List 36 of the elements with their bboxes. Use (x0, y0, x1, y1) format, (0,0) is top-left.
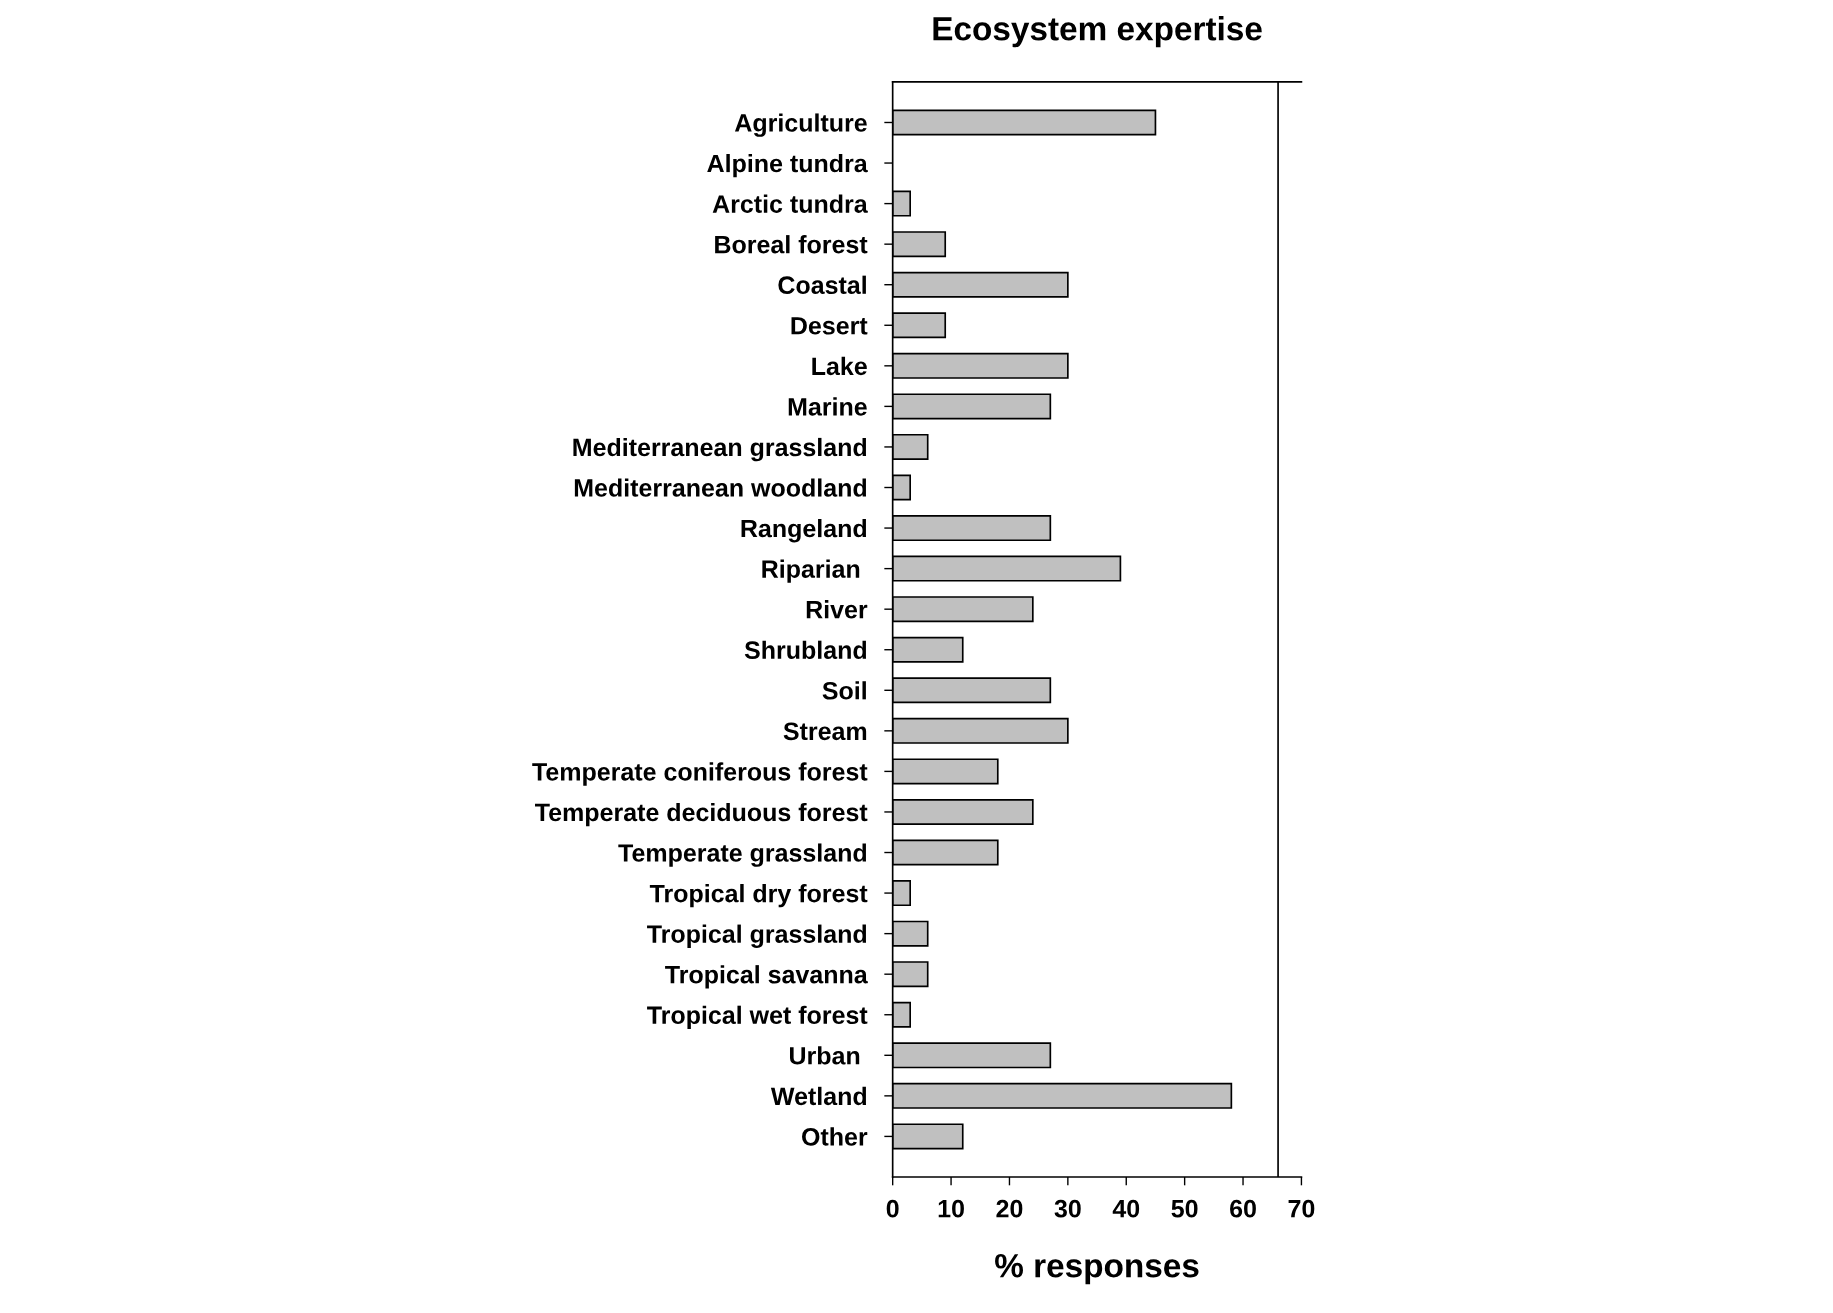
x-tick-label: 40 (1112, 1199, 1140, 1218)
x-tick-label: 60 (1230, 1199, 1256, 1218)
y-tick-label: Wetland (770, 1086, 867, 1106)
y-tick-label: Stream (783, 722, 867, 741)
x-tick-label: 20 (996, 1199, 1023, 1218)
y-tick-label: Tropical dry forest (649, 884, 868, 908)
y-tick-label: Temperate deciduous forest (535, 802, 868, 827)
y-tick-label: Tropical wet forest (647, 1005, 868, 1029)
y-tick-label: Arctic tundra (712, 194, 868, 213)
x-tick-label: 70 (1288, 1199, 1315, 1218)
y-tick-label: Marine (788, 397, 867, 416)
y-tick-label: Mediterranean grassland (573, 437, 867, 462)
x-tick-label: 50 (1171, 1199, 1198, 1218)
y-tick-label: River (806, 600, 868, 619)
y-tick-label: Boreal forest (715, 235, 868, 254)
y-tick-label: Lake (812, 356, 867, 376)
y-tick-label: Agriculture (734, 113, 867, 137)
y-tick-label: Shrubland (744, 640, 867, 660)
y-tick-label: Riparian (762, 559, 860, 583)
chart-title: Ecosystem expertise (933, 16, 1262, 48)
x-tick-label: 30 (1054, 1199, 1081, 1218)
y-tick-label: Coastal (778, 275, 866, 295)
y-tick-label: Other (802, 1127, 868, 1146)
x-axis-title: % responses (995, 1254, 1199, 1285)
x-tick-label: 0 (886, 1199, 899, 1218)
y-tick-label: Tropical savanna (665, 965, 868, 989)
x-tick-label: 10 (938, 1199, 964, 1218)
y-tick-label: Alpine tundra (707, 153, 868, 178)
y-tick-label: Soil (822, 681, 866, 700)
y-tick-label: Rangeland (741, 519, 867, 543)
y-tick-label: Temperate coniferous forest (532, 762, 868, 786)
y-tick-label: Mediterranean woodland (574, 478, 867, 497)
y-tick-label: Desert (791, 317, 868, 335)
y-tick-label: Tropical grassland (647, 924, 867, 948)
y-tick-label: Temperate grassland (618, 843, 867, 867)
y-tick-label: Urban (790, 1046, 860, 1065)
